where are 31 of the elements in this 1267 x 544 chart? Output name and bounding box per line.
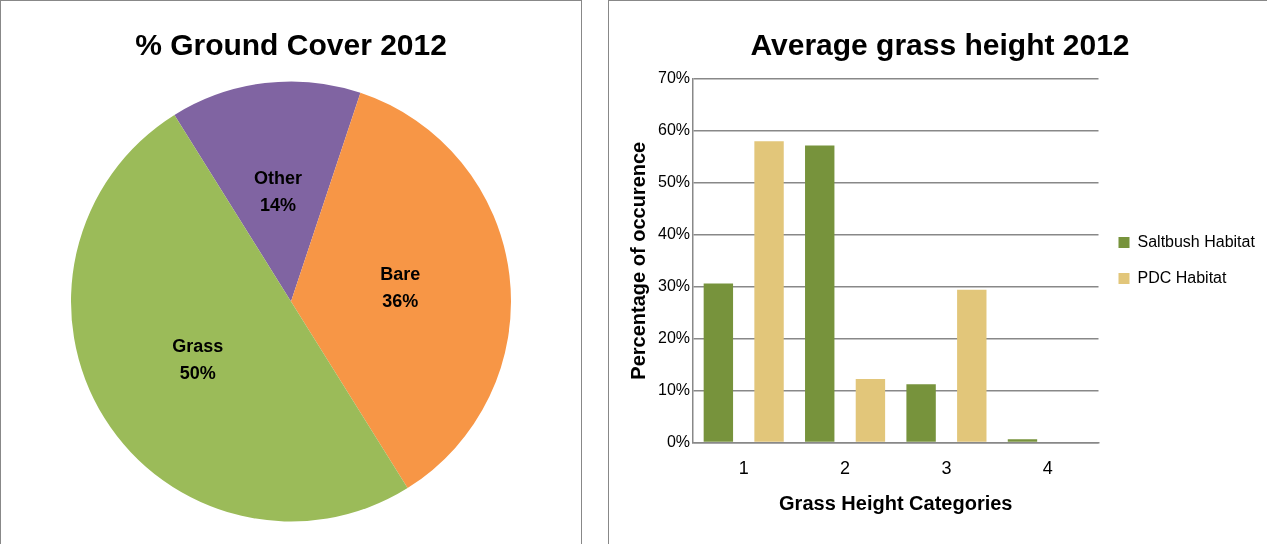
y-axis-title: Percentage of occurence xyxy=(626,141,649,380)
slice-label: Bare xyxy=(380,264,421,285)
bar xyxy=(754,141,784,442)
bar xyxy=(957,289,987,442)
legend-label: Saltbush Habitat xyxy=(1137,232,1256,250)
x-axis-title: Grass Height Categories xyxy=(779,491,1013,514)
y-tick-label: 70% xyxy=(657,69,691,87)
y-tick-label: 50% xyxy=(657,173,691,191)
x-tick-label: 1 xyxy=(738,458,749,479)
y-tick-label: 60% xyxy=(657,121,691,139)
y-tick-label: 20% xyxy=(657,328,691,346)
slice-label: Grass xyxy=(172,335,224,356)
legend-label: PDC Habitat xyxy=(1137,268,1227,286)
data-label: 36% xyxy=(382,291,419,312)
slice-label: Other xyxy=(253,168,302,189)
bar xyxy=(805,145,835,442)
y-tick-label: 30% xyxy=(657,277,691,295)
bar xyxy=(703,283,734,442)
chart-title: Average grass height 2012 xyxy=(750,28,1130,62)
x-tick-label: 3 xyxy=(941,458,952,479)
x-tick-label: 2 xyxy=(840,458,851,479)
chart-title: % Ground Cover 2012 xyxy=(135,28,447,62)
bar xyxy=(1007,439,1038,442)
bar xyxy=(906,384,936,442)
bar xyxy=(855,379,886,442)
y-tick-label: 0% xyxy=(666,432,691,450)
x-tick-label: 4 xyxy=(1042,458,1053,479)
data-label: 50% xyxy=(179,362,216,383)
data-label: 14% xyxy=(259,195,296,216)
y-tick-label: 40% xyxy=(657,225,691,243)
y-tick-label: 10% xyxy=(657,380,691,398)
